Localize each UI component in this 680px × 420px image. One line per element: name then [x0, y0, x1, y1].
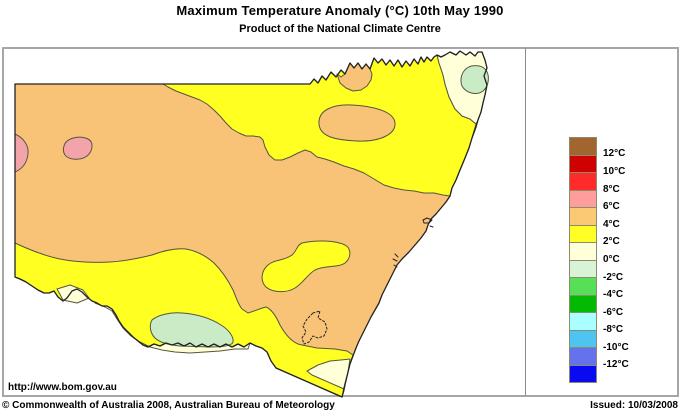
- legend-swatch-m12-m10-icon: [570, 348, 596, 366]
- legend-label-m12: -12°C: [603, 359, 629, 370]
- legend-swatch-4-6-icon: [570, 208, 596, 226]
- legend-swatch-m2-0-icon: [570, 260, 596, 278]
- legend-swatch-m4-m2-icon: [570, 278, 596, 296]
- legend-label-8: 8°C: [603, 184, 620, 195]
- map-region-pink-border-sliver: [14, 133, 29, 173]
- legend-label-m4: -4°C: [603, 289, 624, 300]
- legend-label-m10: -10°C: [603, 342, 629, 353]
- legend-swatch-2-4-icon: [570, 225, 596, 243]
- nsw-state-border: [14, 50, 488, 398]
- map-region-pink-west: [62, 136, 93, 160]
- map-region-yellow-island: [261, 240, 351, 293]
- page-subtitle: Product of the National Climate Centre: [239, 23, 441, 35]
- legend-label-6: 6°C: [603, 201, 620, 212]
- legend-label-12: 12°C: [603, 148, 626, 159]
- map-region-green-south: [149, 312, 234, 348]
- legend-swatch-6-8-icon: [570, 190, 596, 208]
- map-region-orange-island: [318, 104, 396, 142]
- coastal-lakes-marks: [392, 217, 434, 268]
- copyright-text: © Commonwealth of Australia 2008, Austra…: [2, 400, 335, 411]
- issued-date-text: Issued: 10/03/2008: [590, 400, 678, 411]
- map-region-green-northeast: [460, 65, 489, 94]
- legend-label-2: 2°C: [603, 236, 620, 247]
- legend-label-m2: -2°C: [603, 272, 624, 283]
- legend-swatch-0-2-icon: [570, 243, 596, 261]
- legend-swatch-10-12-icon: [570, 155, 596, 173]
- legend-label-4: 4°C: [603, 219, 620, 230]
- page-title: Maximum Temperature Anomaly (°C) 10th Ma…: [176, 3, 504, 18]
- legend-label-m8: -8°C: [603, 324, 624, 335]
- legend-swatch-below-m12-icon: [570, 365, 596, 382]
- bom-url-text: http://www.bom.gov.au: [8, 382, 117, 393]
- legend-label-m6: -6°C: [603, 307, 624, 318]
- legend-color-scale: [569, 137, 597, 383]
- legend-label-10: 10°C: [603, 166, 626, 177]
- legend-label-0: 0°C: [603, 254, 620, 265]
- legend-swatch-m10-m8-icon: [570, 330, 596, 348]
- legend-swatch-m6-m4-icon: [570, 295, 596, 313]
- legend-swatch-8-10-icon: [570, 173, 596, 191]
- act-border-dashed: [301, 310, 328, 345]
- legend-swatch-m8-m6-icon: [570, 313, 596, 331]
- legend-swatch-above-12-icon: [570, 138, 596, 156]
- map-legend-divider: [525, 48, 526, 396]
